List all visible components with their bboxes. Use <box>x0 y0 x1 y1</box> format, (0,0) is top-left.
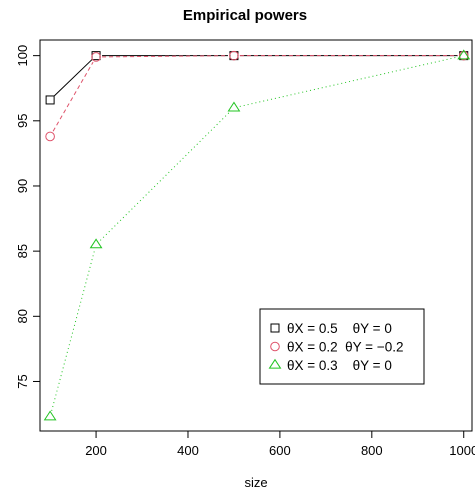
data-point <box>89 238 103 249</box>
y-tick-label: 75 <box>15 374 30 388</box>
series-3 <box>43 49 471 421</box>
legend-label: θX = 0.2 θY = −0.2 <box>287 340 403 355</box>
x-axis-label: size <box>244 475 267 490</box>
legend-label: θX = 0.5 θY = 0 <box>287 321 392 336</box>
y-tick-label: 80 <box>15 309 30 323</box>
series-layer <box>43 49 471 421</box>
y-tick-label: 85 <box>15 244 30 258</box>
series-segment <box>51 250 96 411</box>
x-tick-label: 200 <box>85 443 107 458</box>
y-tick-label: 100 <box>15 45 30 67</box>
legend-marker <box>270 341 280 352</box>
x-tick-label: 1000 <box>449 443 475 458</box>
data-point <box>45 131 55 142</box>
series-segment <box>239 56 458 107</box>
x-tick-label: 400 <box>177 443 199 458</box>
y-axis: 75 80 85 90 95 100 <box>15 45 40 389</box>
plot-area <box>39 39 473 432</box>
legend-entry: θX = 0.3 θY = 0 <box>268 358 392 373</box>
y-tick-label: 90 <box>15 179 30 193</box>
x-axis: 200 400 600 800 1000 <box>85 431 475 458</box>
x-tick-label: 600 <box>269 443 291 458</box>
legend-entry: θX = 0.2 θY = −0.2 <box>270 340 403 355</box>
legend-marker <box>268 358 282 369</box>
y-tick-label: 95 <box>15 114 30 128</box>
legend-marker <box>270 323 280 333</box>
series-segment <box>54 59 93 97</box>
legend-box <box>259 308 425 385</box>
series-1 <box>45 51 469 105</box>
chart-title: Empirical powers <box>183 7 307 24</box>
series-segment <box>52 61 94 132</box>
data-point <box>45 95 55 105</box>
data-point <box>458 50 469 61</box>
data-point <box>91 52 101 62</box>
series-2 <box>45 50 469 142</box>
legend-entry: θX = 0.5 θY = 0 <box>270 321 392 336</box>
series-segment <box>99 111 231 241</box>
legend-label: θX = 0.3 θY = 0 <box>287 358 392 373</box>
data-point <box>43 410 57 421</box>
x-tick-label: 800 <box>361 443 383 458</box>
data-point <box>457 49 471 60</box>
data-point <box>227 101 241 112</box>
data-point <box>229 50 239 61</box>
legend: θX = 0.5 θY = 0 θX = 0.2 θY = −0.2 θX = 0.… <box>259 308 425 385</box>
